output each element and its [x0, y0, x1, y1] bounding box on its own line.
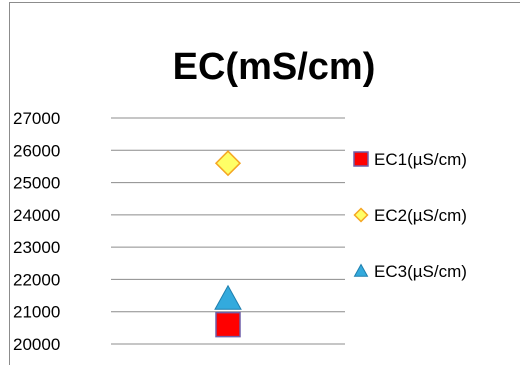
gridlines	[111, 117, 345, 345]
data-point-diamond	[214, 150, 242, 177]
legend-label: EC1(µS/cm)	[374, 150, 467, 169]
y-tick-label: 22000	[13, 270, 60, 289]
data-points	[214, 150, 242, 338]
y-tick-label: 26000	[13, 141, 60, 160]
legend-marker-diamond	[353, 207, 369, 223]
data-point-triangle	[214, 284, 242, 310]
chart-frame: EC(mS/cm) 27000 26000 25000 24000 23000 22000…	[9, 2, 520, 365]
y-tick-label: 25000	[13, 174, 60, 193]
y-tick-label: 24000	[13, 206, 60, 225]
legend-label: EC2(µS/cm)	[374, 206, 467, 225]
legend-item: EC1(µS/cm)	[353, 150, 467, 169]
legend-item: EC2(µS/cm)	[353, 206, 467, 225]
data-point-square	[215, 311, 241, 338]
legend-label: EC3(µS/cm)	[374, 262, 467, 281]
legend: EC1(µS/cm) EC2(µS/cm) EC3(µS/cm)	[353, 150, 467, 281]
y-axis-ticks: 27000 26000 25000 24000 23000 22000 21000 20000	[13, 109, 60, 354]
chart-title: EC(mS/cm)	[173, 46, 376, 88]
y-tick-label: 20000	[13, 335, 60, 354]
legend-item: EC3(µS/cm)	[353, 262, 467, 281]
legend-marker-square	[353, 151, 369, 167]
y-tick-label: 27000	[13, 109, 60, 128]
legend-marker-triangle	[353, 263, 369, 277]
ec-scatter-chart: EC(mS/cm) 27000 26000 25000 24000 23000 22000…	[13, 46, 467, 354]
y-tick-label: 23000	[13, 238, 60, 257]
y-tick-label: 21000	[13, 303, 60, 322]
